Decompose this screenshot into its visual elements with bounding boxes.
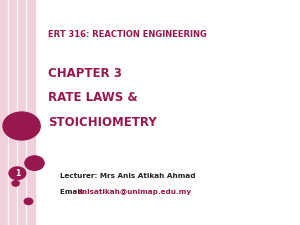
- Text: anisatikah@unimap.edu.my: anisatikah@unimap.edu.my: [77, 189, 191, 195]
- Text: CHAPTER 3: CHAPTER 3: [48, 67, 122, 80]
- Text: Lecturer: Mrs Anis Atikah Ahmad: Lecturer: Mrs Anis Atikah Ahmad: [60, 173, 196, 178]
- Text: ERT 316: REACTION ENGINEERING: ERT 316: REACTION ENGINEERING: [48, 30, 207, 39]
- Text: 1: 1: [15, 169, 20, 178]
- Circle shape: [25, 156, 44, 170]
- Text: RATE LAWS &: RATE LAWS &: [48, 91, 138, 104]
- Circle shape: [9, 167, 26, 180]
- Circle shape: [24, 198, 33, 205]
- Text: STOICHIOMETRY: STOICHIOMETRY: [48, 116, 157, 129]
- Circle shape: [3, 112, 40, 140]
- Circle shape: [12, 181, 19, 186]
- Bar: [0, 0, 34, 225]
- Text: Email:: Email:: [60, 189, 88, 195]
